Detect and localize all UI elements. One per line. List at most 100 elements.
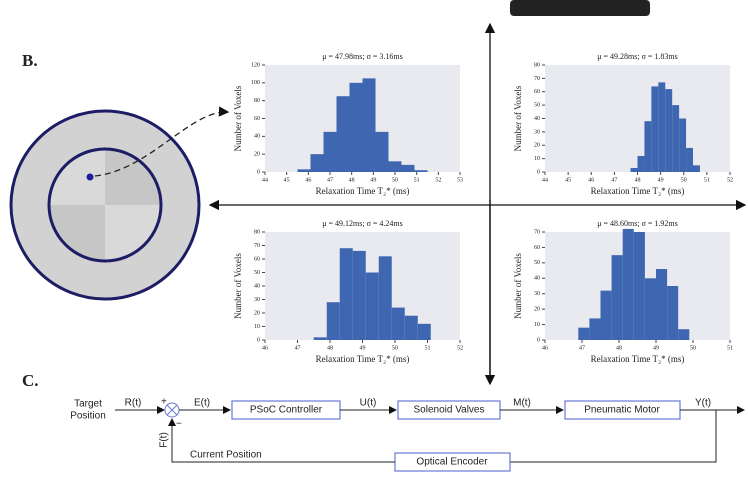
y-tick-label: 70: [254, 243, 260, 249]
bar: [366, 273, 379, 341]
bar: [415, 170, 428, 172]
x-tick-label: 45: [565, 177, 571, 183]
signal: M(t): [513, 398, 531, 409]
y-tick-label: 20: [534, 307, 540, 313]
bar: [379, 256, 392, 340]
y-tick-label: 30: [534, 129, 540, 135]
x-tick-label: 44: [262, 177, 268, 183]
bar: [402, 165, 415, 172]
y-tick-label: 20: [254, 152, 260, 158]
x-tick-label: 46: [262, 345, 268, 351]
x-tick-label: 47: [327, 177, 333, 183]
bar: [389, 161, 402, 172]
bar: [634, 232, 645, 340]
bar: [327, 302, 340, 340]
label: Position: [70, 411, 106, 422]
sign: −: [176, 419, 182, 430]
x-tick-label: 49: [360, 345, 366, 351]
bar: [601, 291, 612, 340]
y-tick-label: 40: [254, 134, 260, 140]
y-tick-label: 10: [534, 156, 540, 162]
y-axis-label: Number of Voxels: [233, 85, 243, 151]
bar: [631, 168, 638, 172]
y-tick-label: 0: [257, 337, 260, 343]
x-tick-label: 46: [305, 177, 311, 183]
x-axis-label: Relaxation Time T₂* (ms): [316, 186, 410, 196]
signal: F(t): [159, 432, 170, 448]
bar: [337, 96, 350, 172]
bar: [686, 148, 693, 172]
bar: [693, 165, 700, 172]
x-tick-label: 53: [457, 177, 463, 183]
y-tick-label: 80: [254, 229, 260, 235]
x-tick-label: 51: [425, 345, 431, 351]
bar: [658, 82, 665, 172]
y-tick-label: 50: [534, 260, 540, 266]
x-tick-label: 51: [704, 177, 710, 183]
signal: Y(t): [695, 398, 711, 409]
y-tick-label: 80: [534, 62, 540, 68]
bar: [405, 316, 418, 340]
bar: [644, 121, 651, 172]
panel-label: B.: [22, 51, 38, 70]
x-tick-label: 51: [727, 345, 733, 351]
bar: [612, 255, 623, 340]
y-axis-label: Number of Voxels: [233, 253, 243, 319]
bar: [340, 248, 353, 340]
phantom: [11, 111, 228, 299]
x-tick-label: 47: [611, 177, 617, 183]
x-tick-label: 50: [392, 177, 398, 183]
label: Current Position: [190, 450, 262, 461]
bar: [363, 78, 376, 172]
bar: [679, 119, 686, 173]
bar: [418, 324, 431, 340]
y-tick-label: 10: [534, 322, 540, 328]
y-tick-label: 60: [534, 89, 540, 95]
y-tick-label: 40: [534, 276, 540, 282]
x-tick-label: 50: [681, 177, 687, 183]
y-tick-label: 20: [534, 143, 540, 149]
x-tick-label: 47: [579, 345, 585, 351]
y-tick-label: 70: [534, 229, 540, 235]
bar: [665, 89, 672, 172]
bar: [353, 251, 366, 340]
y-tick-label: 30: [254, 297, 260, 303]
block-label: Solenoid Valves: [414, 405, 485, 416]
x-tick-label: 50: [690, 345, 696, 351]
y-tick-label: 70: [534, 76, 540, 82]
bar: [623, 229, 634, 340]
y-tick-label: 40: [254, 283, 260, 289]
device-photo: [510, 0, 650, 16]
panel-label: C.: [22, 371, 39, 390]
bar: [672, 105, 679, 172]
bar: [392, 308, 405, 340]
y-tick-label: 60: [254, 116, 260, 122]
bar: [667, 286, 678, 340]
bar: [589, 318, 600, 340]
x-tick-label: 49: [658, 177, 664, 183]
bar: [298, 169, 311, 172]
signal: U(t): [360, 398, 377, 409]
bar: [314, 337, 327, 340]
x-tick-label: 51: [414, 177, 420, 183]
x-axis-label: Relaxation Time T₂* (ms): [591, 186, 685, 196]
x-tick-label: 48: [616, 345, 622, 351]
y-tick-label: 30: [534, 291, 540, 297]
x-tick-label: 52: [457, 345, 463, 351]
y-tick-label: 100: [251, 80, 260, 86]
y-tick-label: 50: [534, 103, 540, 109]
y-tick-label: 0: [537, 337, 540, 343]
bar: [578, 328, 589, 340]
bar: [311, 154, 324, 172]
bar: [324, 132, 337, 172]
bar: [651, 86, 658, 172]
y-axis-label: Number of Voxels: [513, 253, 523, 319]
x-tick-label: 48: [635, 177, 641, 183]
control-diagram: Target Position R(t) + − E(t) PSoC Contr…: [70, 397, 744, 471]
x-tick-label: 47: [295, 345, 301, 351]
y-tick-label: 40: [534, 116, 540, 122]
chart-title: μ = 49.12ms; σ = 4.24ms: [322, 219, 403, 228]
chart-title: μ = 49.28ms; σ = 1.83ms: [597, 52, 678, 61]
y-tick-label: 120: [251, 62, 260, 68]
block-label: PSoC Controller: [250, 405, 323, 416]
